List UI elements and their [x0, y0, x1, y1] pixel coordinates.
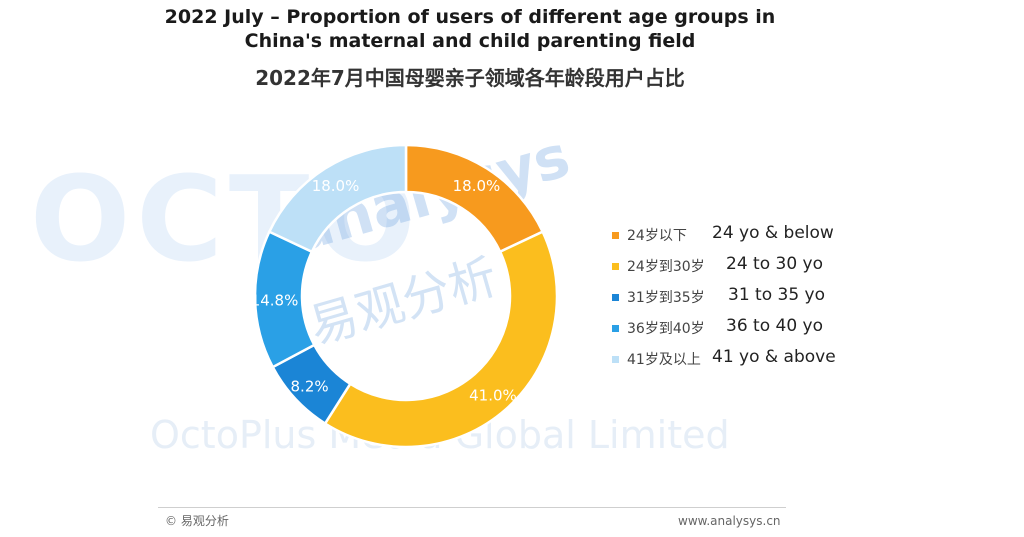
slice-value-label: 18.0% [312, 177, 360, 195]
legend-label-en: 41 yo & above [712, 347, 836, 367]
donut-slice [267, 143, 408, 254]
legend-swatch [612, 356, 619, 363]
legend-label-cn: 24岁到30岁 [627, 259, 705, 275]
legend-swatch [612, 263, 619, 270]
slice-value-label: 14.8% [251, 291, 299, 309]
legend-label-cn: 41岁及以上 [627, 352, 701, 368]
footer-url: www.analysys.cn [678, 514, 781, 528]
legend-label-en: 31 to 35 yo [728, 285, 826, 305]
chart-title-english: 2022 July – Proportion of users of diffe… [164, 6, 776, 52]
legend-label-en: 36 to 40 yo [726, 316, 824, 336]
slice-value-label: 18.0% [453, 177, 501, 195]
legend-label-cn: 36岁到40岁 [627, 321, 705, 337]
legend-label-cn: 24岁以下 [627, 228, 687, 244]
footer-copyright: © 易观分析 [165, 514, 229, 528]
footer-divider [158, 507, 786, 508]
legend-label-en: 24 yo & below [712, 223, 834, 243]
donut-slice [404, 143, 545, 254]
slice-value-label: 41.0% [469, 387, 517, 405]
slice-value-label: 8.2% [291, 377, 329, 395]
legend-label-en: 24 to 30 yo [726, 254, 824, 274]
legend-swatch [612, 325, 619, 332]
legend-swatch [612, 294, 619, 301]
donut-slice [323, 230, 559, 449]
chart-title-chinese: 2022年7月中国母婴亲子领域各年龄段用户占比 [255, 66, 685, 90]
legend-label-cn: 31岁到35岁 [627, 290, 705, 306]
legend-swatch [612, 232, 619, 239]
